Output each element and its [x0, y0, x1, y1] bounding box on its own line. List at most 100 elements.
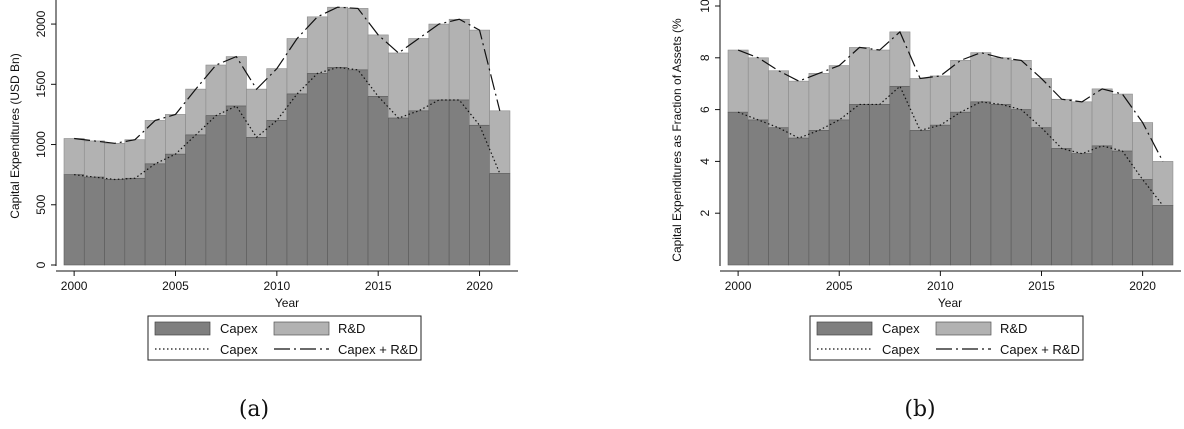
capex-bar [990, 104, 1012, 266]
rd-bar [225, 56, 247, 107]
rd-bar [808, 73, 830, 131]
capex-line [737, 85, 1164, 206]
x-tick-label: 2015 [1028, 279, 1055, 293]
rd-bar [889, 31, 911, 87]
rd-bar [388, 52, 409, 119]
rd-bar [428, 23, 450, 101]
rd-bar [788, 80, 810, 139]
rd-bar [828, 65, 850, 121]
y-tick-label: 500 [34, 194, 48, 214]
capex-bar [1111, 150, 1133, 266]
capex-bar [469, 124, 490, 266]
panel-a-axes: 2000 2005 2010 2015 2020 0 500 1000 1500 2000 [34, 0, 518, 293]
capex-bar [144, 163, 166, 266]
rd-bar [1010, 60, 1032, 110]
capex-bar [266, 120, 288, 266]
rd-bar [1111, 93, 1133, 152]
panel-a-bars [63, 6, 511, 266]
legend-capex-swatch [816, 321, 873, 336]
capex-bar [63, 174, 85, 266]
rd-bar [1031, 78, 1052, 129]
x-tick-label: 2020 [1129, 279, 1156, 293]
capex-bar [205, 115, 227, 266]
rd-bar [1091, 88, 1113, 147]
panel-b-legend: Capex R&D Capex Capex + R&D [809, 315, 1084, 361]
rd-bar [849, 47, 870, 105]
rd-bar [83, 140, 105, 178]
panel-b-y-axis-label: Capital Expenditures as Fraction of Asse… [670, 18, 684, 262]
rd-bar [1071, 101, 1093, 154]
rd-bar [747, 57, 769, 121]
rd-bar [306, 16, 328, 74]
rd-bar [408, 38, 430, 112]
capex-bar [225, 105, 247, 266]
panel-b-x-axis-label: Year [938, 296, 962, 310]
rd-bar [286, 38, 308, 95]
capex-bar [849, 104, 870, 266]
legend-rd-swatch [935, 321, 992, 336]
rd-bar [448, 18, 470, 101]
capex-bar [768, 127, 789, 266]
y-tick-label: 0 [34, 261, 48, 268]
panel-b-bars [727, 31, 1174, 266]
panel-b: 2000 2005 2010 2015 2020 2 4 6 8 10 Year Capital … [670, 0, 1181, 422]
capex-bar [286, 93, 308, 266]
capex-bar [909, 130, 931, 266]
capex-bar [747, 119, 769, 266]
rd-bar [929, 75, 951, 126]
rd-bar [970, 52, 992, 103]
y-tick-label: 4 [698, 158, 712, 165]
legend-capex-swatch [154, 321, 211, 336]
y-tick-label: 2000 [34, 10, 48, 37]
rd-bar [185, 88, 207, 136]
panel-b-caption: (b) [904, 397, 935, 422]
legend-capex-bar-label: Capex [220, 321, 258, 336]
capex-bar [489, 173, 511, 266]
capex-rd-line [737, 30, 1164, 162]
capex-bar [448, 99, 470, 266]
rd-bar [489, 110, 511, 174]
x-tick-label: 2010 [927, 279, 954, 293]
capex-rd-line [74, 6, 501, 144]
x-tick-label: 2015 [365, 279, 392, 293]
capex-bar [1152, 205, 1174, 266]
y-tick-label: 8 [698, 54, 712, 61]
capex-bar [428, 99, 450, 266]
legend-capex-line-label: Capex [882, 342, 920, 357]
legend-capex-bar-label: Capex [882, 321, 920, 336]
rd-bar [469, 29, 490, 126]
capex-bar [889, 85, 911, 266]
capex-bar [388, 117, 409, 266]
rd-bar [990, 57, 1012, 105]
capex-bar [1010, 109, 1032, 266]
rd-bar [104, 143, 126, 180]
panel-a-lines [74, 6, 501, 181]
panel-a-legend: Capex R&D Capex Capex + R&D [147, 315, 422, 361]
capex-bar [1091, 145, 1113, 266]
capex-bar [727, 111, 749, 266]
rd-bar [63, 138, 85, 175]
capex-bar [808, 130, 830, 266]
capex-bar [124, 177, 146, 266]
x-tick-label: 2000 [725, 279, 752, 293]
capex-bar [970, 101, 992, 266]
legend-rd-label: R&D [338, 321, 365, 336]
y-tick-label: 1000 [34, 131, 48, 158]
rd-bar [246, 88, 268, 138]
rd-bar [1132, 122, 1154, 180]
capex-bar [950, 111, 972, 266]
capex-bar [1132, 179, 1154, 266]
capex-bar [83, 176, 105, 266]
rd-bar [909, 78, 931, 131]
panel-a-x-axis-label: Year [275, 296, 299, 310]
panel-a-y-axis-label: Capital Expenditures (USD Bn) [8, 53, 22, 218]
capex-bar [828, 119, 850, 266]
capex-bar [929, 124, 951, 266]
rd-bar [1051, 98, 1073, 149]
panel-b-lines [737, 30, 1164, 206]
y-tick-label: 2 [698, 210, 712, 217]
y-tick-label: 1500 [34, 71, 48, 98]
capex-bar [327, 67, 349, 266]
rd-bar [768, 70, 789, 129]
